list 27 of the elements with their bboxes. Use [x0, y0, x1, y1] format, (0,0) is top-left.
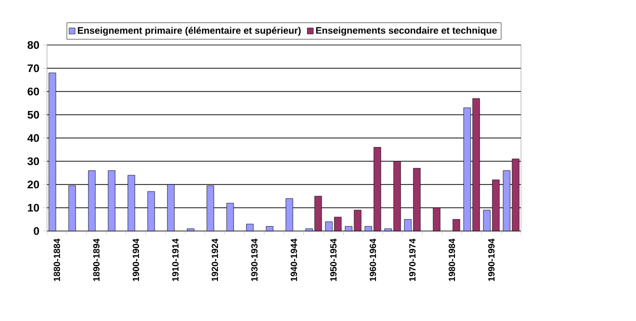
x-tick-label: 1900-1904 [132, 238, 140, 282]
y-tick-label: 0 [34, 227, 40, 235]
x-tick-label: 1910-1914 [172, 238, 179, 282]
x-tick-label: 1970-1974 [409, 238, 416, 282]
y-tick-label: 40 [27, 134, 40, 142]
y-tick-label: 10 [28, 204, 40, 212]
bar [186, 228, 194, 232]
y-tick-label: 30 [27, 157, 40, 166]
bar [246, 224, 254, 232]
y-tick-label: 20 [28, 180, 40, 188]
legend-label: Enseignement primaire (élémentaire et supérieur) [78, 26, 301, 36]
y-tick-label: 60 [28, 88, 40, 96]
x-tick-label: 1940-1944 [290, 238, 298, 282]
y-tick-label: 70 [28, 64, 40, 72]
y-tick-label: 80 [28, 41, 40, 49]
y-tick-label: 50 [28, 110, 40, 119]
bar [266, 226, 274, 232]
x-tick-label: 1960-1964 [370, 238, 376, 282]
x-tick-label: 1950-1954 [330, 238, 337, 282]
x-tick-label: 1930-1934 [251, 238, 258, 282]
x-tick-label: 1890-1894 [93, 238, 100, 282]
x-tick-label: 1990-1994 [488, 238, 495, 282]
bar [452, 219, 460, 232]
x-tick-label: 1980-1984 [448, 238, 456, 282]
x-tick-label: 1880-1884 [54, 238, 60, 282]
x-tick-label: 1920-1924 [212, 238, 218, 282]
legend-label: Enseignements secondaire et technique [316, 26, 497, 36]
